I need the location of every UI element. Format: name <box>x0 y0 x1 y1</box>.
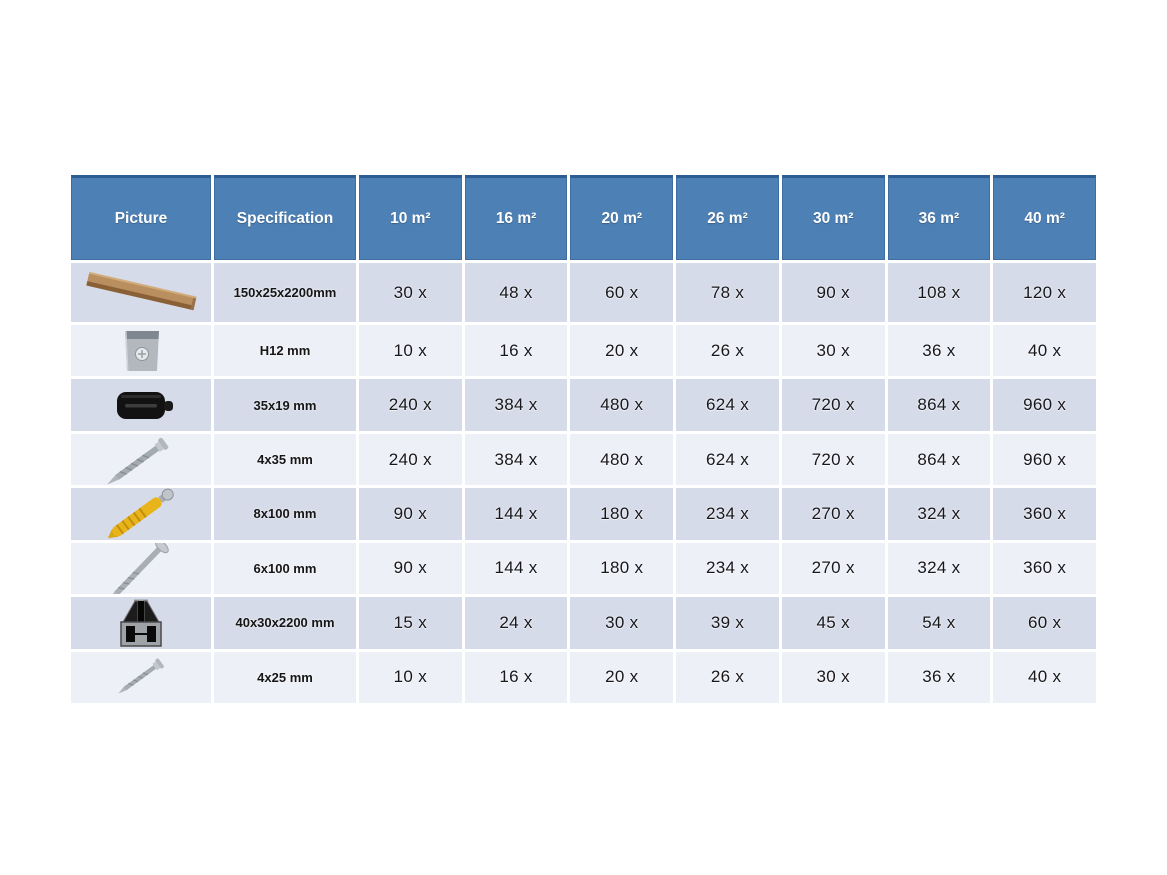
qty-cell: 10 x <box>359 651 462 703</box>
qty-cell: 40 x <box>993 651 1096 703</box>
qty-cell: 720 x <box>781 379 885 431</box>
product-image-cell <box>71 488 211 540</box>
spec-label: 150x25x2200mm <box>214 263 356 322</box>
column-header-16m2: 16 m² <box>464 175 568 260</box>
qty-cell: 26 x <box>676 651 779 703</box>
product-image-cell <box>71 325 211 377</box>
spec-label: 8x100 mm <box>214 488 356 540</box>
qty-cell: 144 x <box>464 488 568 540</box>
qty-cell: 20 x <box>570 651 674 703</box>
qty-cell: 16 x <box>464 325 568 377</box>
qty-cell: 864 x <box>887 433 991 486</box>
qty-cell: 624 x <box>676 379 779 431</box>
hammer-fixing-plug-image <box>107 488 174 539</box>
qty-cell: 15 x <box>359 597 462 649</box>
spec-label: 4x35 mm <box>214 433 356 486</box>
qty-cell: 16 x <box>464 651 568 703</box>
spec-label: 35x19 mm <box>214 379 356 431</box>
qty-cell: 48 x <box>464 263 568 322</box>
qty-cell: 270 x <box>781 542 885 595</box>
spec-label: 4x25 mm <box>214 651 356 703</box>
decking-board-image <box>86 271 197 310</box>
qty-cell: 960 x <box>993 433 1096 486</box>
qty-cell: 240 x <box>359 379 462 431</box>
qty-cell: 144 x <box>464 542 568 595</box>
column-header-26m2: 26 m² <box>676 175 779 260</box>
product-image-cell <box>71 597 211 649</box>
qty-cell: 24 x <box>464 597 568 649</box>
qty-cell: 30 x <box>570 597 674 649</box>
qty-cell: 36 x <box>887 325 991 377</box>
qty-cell: 30 x <box>359 263 462 322</box>
screw-image <box>107 437 169 485</box>
qty-cell: 960 x <box>993 379 1096 431</box>
qty-cell: 720 x <box>781 433 885 486</box>
column-header-picture: Picture <box>71 175 211 260</box>
qty-cell: 360 x <box>993 542 1096 595</box>
column-header-36m2: 36 m² <box>887 175 991 260</box>
qty-cell: 360 x <box>993 488 1096 540</box>
qty-cell: 120 x <box>993 263 1096 322</box>
product-image-cell <box>71 542 211 595</box>
column-header-10m2: 10 m² <box>359 175 462 260</box>
column-header-20m2: 20 m² <box>570 175 674 260</box>
qty-cell: 324 x <box>887 488 991 540</box>
qty-cell: 60 x <box>993 597 1096 649</box>
qty-cell: 90 x <box>781 263 885 322</box>
qty-cell: 270 x <box>781 488 885 540</box>
product-image-cell <box>71 379 211 431</box>
column-header-30m2: 30 m² <box>781 175 885 260</box>
qty-cell: 108 x <box>887 263 991 322</box>
qty-cell: 384 x <box>464 433 568 486</box>
joist-profile-image <box>120 599 162 647</box>
qty-cell: 36 x <box>887 651 991 703</box>
spec-label: 6x100 mm <box>214 542 356 595</box>
qty-cell: 45 x <box>781 597 885 649</box>
spec-label: H12 mm <box>214 325 356 377</box>
spec-label: 40x30x2200 mm <box>214 597 356 649</box>
long-screw-image <box>107 542 169 595</box>
column-header-specification: Specification <box>214 175 356 260</box>
qty-cell: 30 x <box>781 325 885 377</box>
qty-cell: 78 x <box>676 263 779 322</box>
qty-cell: 234 x <box>676 488 779 540</box>
qty-cell: 90 x <box>359 542 462 595</box>
column-header-40m2: 40 m² <box>993 175 1096 260</box>
qty-cell: 10 x <box>359 325 462 377</box>
qty-cell: 60 x <box>570 263 674 322</box>
small-screw-image <box>118 658 164 694</box>
qty-cell: 180 x <box>570 542 674 595</box>
qty-cell: 90 x <box>359 488 462 540</box>
qty-cell: 480 x <box>570 379 674 431</box>
qty-cell: 624 x <box>676 433 779 486</box>
qty-cell: 26 x <box>676 325 779 377</box>
starter-clip-image <box>125 330 159 371</box>
fixing-clip-image <box>117 392 173 420</box>
qty-cell: 54 x <box>887 597 991 649</box>
qty-cell: 180 x <box>570 488 674 540</box>
qty-cell: 240 x <box>359 433 462 486</box>
qty-cell: 234 x <box>676 542 779 595</box>
qty-cell: 30 x <box>781 651 885 703</box>
product-quantity-table: Picture Specification 10 m² 16 m² 20 m² … <box>71 175 1096 703</box>
qty-cell: 384 x <box>464 379 568 431</box>
qty-cell: 20 x <box>570 325 674 377</box>
qty-cell: 864 x <box>887 379 991 431</box>
product-image-cell <box>71 433 211 486</box>
product-image-cell <box>71 651 211 703</box>
qty-cell: 324 x <box>887 542 991 595</box>
qty-cell: 40 x <box>993 325 1096 377</box>
qty-cell: 480 x <box>570 433 674 486</box>
product-image-cell <box>71 263 211 322</box>
qty-cell: 39 x <box>676 597 779 649</box>
